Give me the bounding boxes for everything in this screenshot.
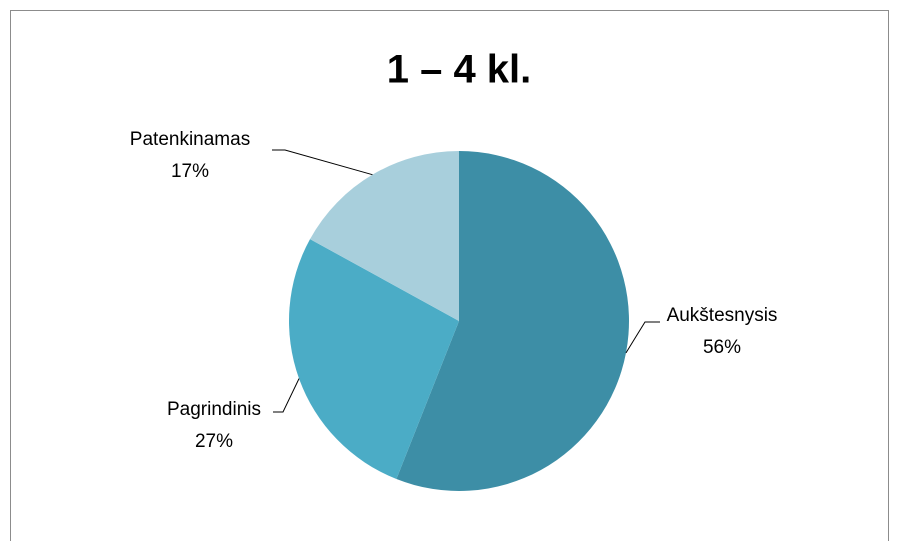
slice-value-label: 56% [703, 337, 741, 358]
slice-label: Aukštesnysis [667, 305, 778, 326]
leader-line [625, 321, 660, 354]
leader-line [273, 378, 300, 413]
slice-value-label: 17% [171, 161, 209, 182]
slice-value-label: 27% [195, 431, 233, 452]
slice-label: Patenkinamas [130, 129, 250, 150]
slice-label: Pagrindinis [167, 399, 261, 420]
leader-line [272, 149, 373, 176]
chart-title: 1 – 4 kl. [387, 48, 532, 92]
pie-slice [289, 239, 459, 480]
pie-slice [396, 151, 629, 491]
pie-slice [310, 151, 459, 321]
